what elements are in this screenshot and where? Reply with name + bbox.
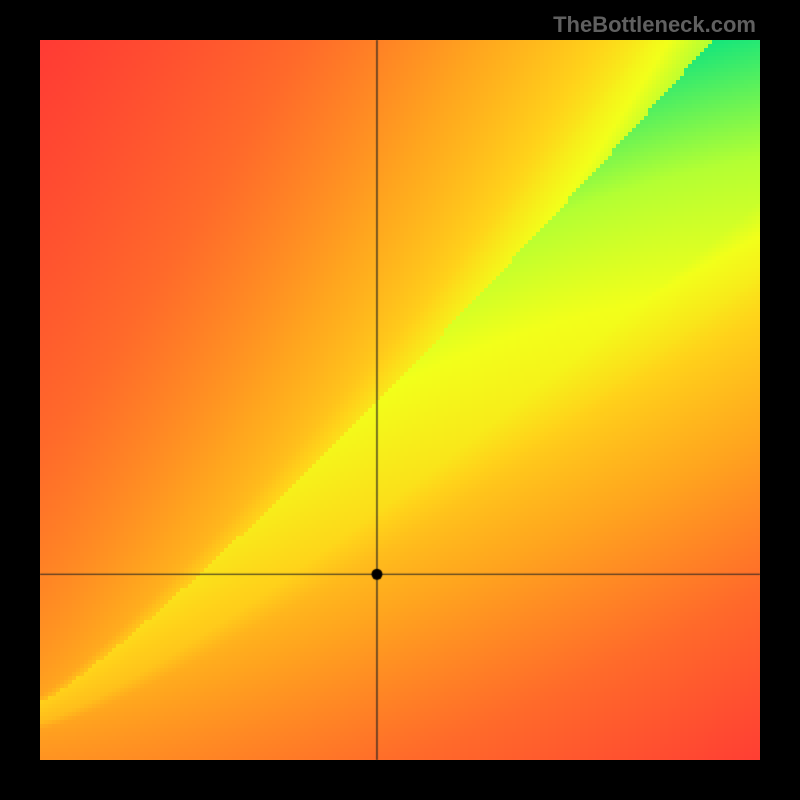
watermark-text: TheBottleneck.com [553, 12, 756, 38]
bottleneck-heatmap [0, 0, 800, 800]
